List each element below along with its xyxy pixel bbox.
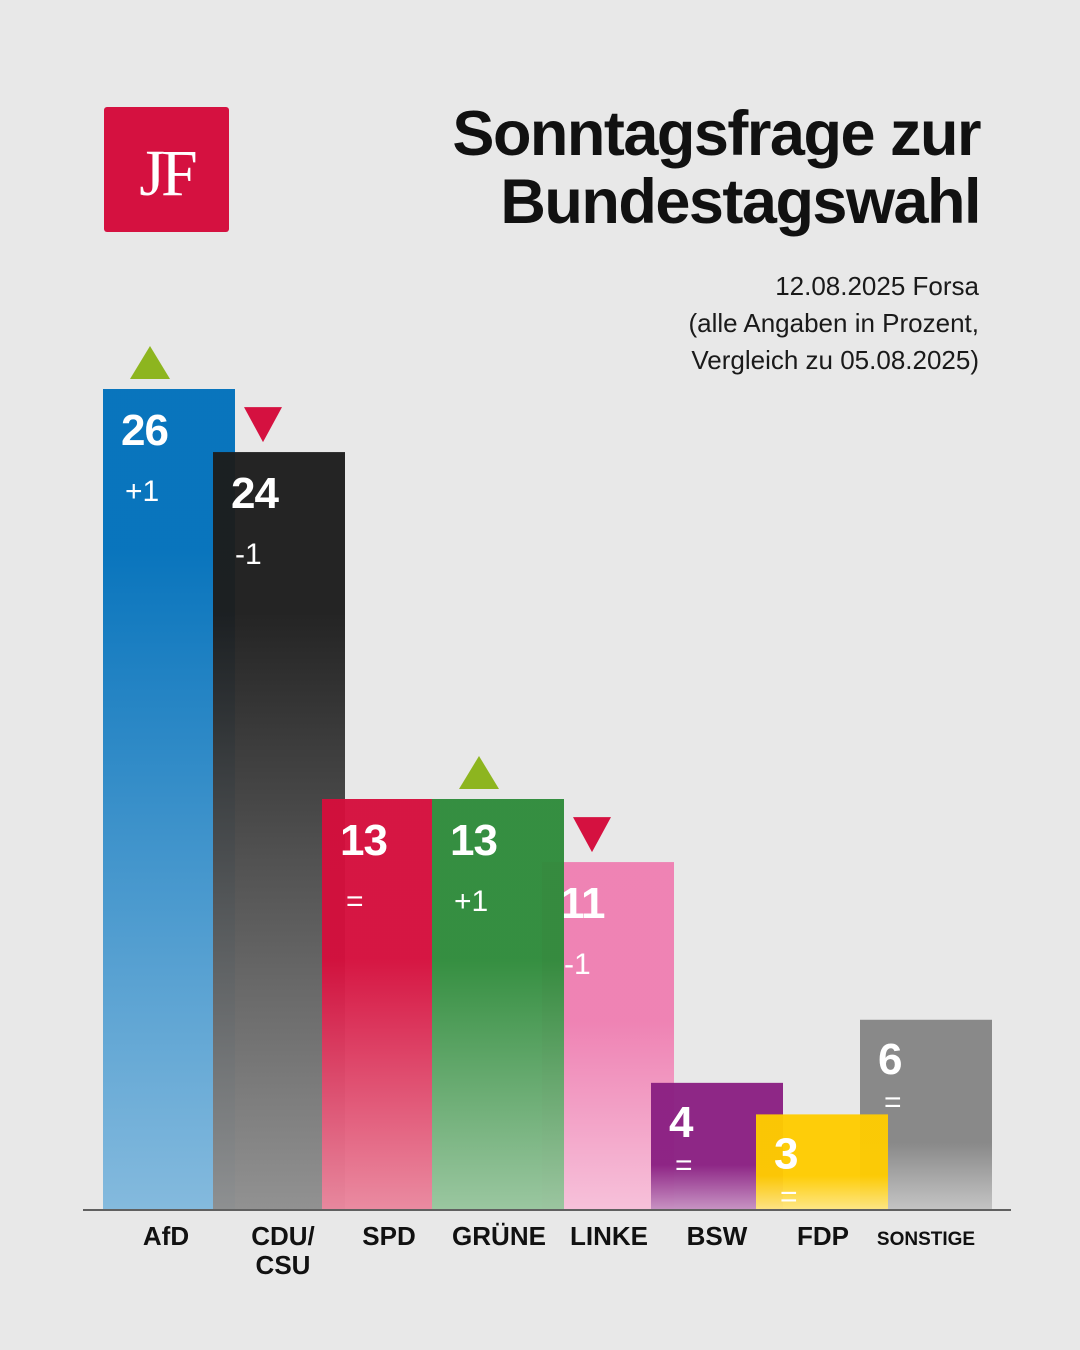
category-label-bsw: BSW: [687, 1221, 748, 1251]
change-label-bsw: =: [675, 1149, 693, 1182]
category-label-line: BSW: [687, 1221, 748, 1251]
value-label-afd: 26: [121, 406, 168, 455]
change-label-afd: +1: [125, 475, 159, 508]
category-label-spd: SPD: [362, 1221, 415, 1251]
trend-down-icon-cdu-csu: [244, 407, 282, 443]
trend-up-icon-gruene: [459, 756, 499, 789]
category-label-line: SPD: [362, 1221, 415, 1251]
bar-fdp: [756, 1114, 888, 1209]
category-label-cdu-csu: CDU/CSU: [251, 1221, 315, 1280]
change-label-spd: =: [346, 885, 364, 918]
value-label-spd: 13: [340, 816, 387, 865]
category-label-line: CSU: [256, 1250, 311, 1280]
title-line-2: Bundestagswahl: [500, 167, 981, 237]
category-label-afd: AfD: [143, 1221, 189, 1251]
subtitle-line-3: Vergleich zu 05.08.2025): [691, 345, 979, 375]
change-label-fdp: =: [780, 1180, 798, 1213]
category-label-line: LINKE: [570, 1221, 648, 1251]
chart-subtitle: 12.08.2025 Forsa (alle Angaben in Prozen…: [479, 268, 979, 379]
category-label-gruene: GRÜNE: [452, 1221, 546, 1251]
category-label-linke: LINKE: [570, 1221, 648, 1251]
category-label-line: GRÜNE: [452, 1221, 546, 1251]
value-label-cdu-csu: 24: [231, 469, 279, 518]
jf-logo: JF: [104, 107, 229, 232]
chart-title: Sonntagsfrage zur Bundestagswahl: [280, 99, 981, 237]
category-label-line: AfD: [143, 1221, 189, 1251]
bar-gruene: [432, 799, 564, 1209]
logo-text: JF: [139, 136, 197, 210]
trend-up-icon-afd: [130, 346, 170, 379]
subtitle-line-1: 12.08.2025 Forsa: [775, 271, 979, 301]
category-label-line: SONSTIGE: [877, 1229, 975, 1250]
bar-spd: [322, 799, 432, 1209]
change-label-sonstige: =: [884, 1086, 902, 1119]
value-label-bsw: 4: [669, 1098, 694, 1147]
value-label-gruene: 13: [450, 816, 497, 865]
category-label-line: CDU/: [251, 1221, 315, 1251]
subtitle-line-2: (alle Angaben in Prozent,: [688, 308, 979, 338]
change-label-cdu-csu: -1: [235, 538, 262, 571]
value-label-fdp: 3: [774, 1129, 797, 1178]
value-label-sonstige: 6: [878, 1035, 901, 1084]
title-line-1: Sonntagsfrage zur: [452, 99, 981, 169]
change-label-gruene: +1: [454, 885, 488, 918]
value-label-linke: 11: [560, 879, 605, 928]
trend-down-icon-linke: [573, 817, 611, 853]
change-label-linke: -1: [564, 948, 591, 981]
category-label-fdp: FDP: [797, 1221, 849, 1251]
category-label-sonstige: SONSTIGE: [877, 1229, 975, 1250]
category-label-line: FDP: [797, 1221, 849, 1251]
